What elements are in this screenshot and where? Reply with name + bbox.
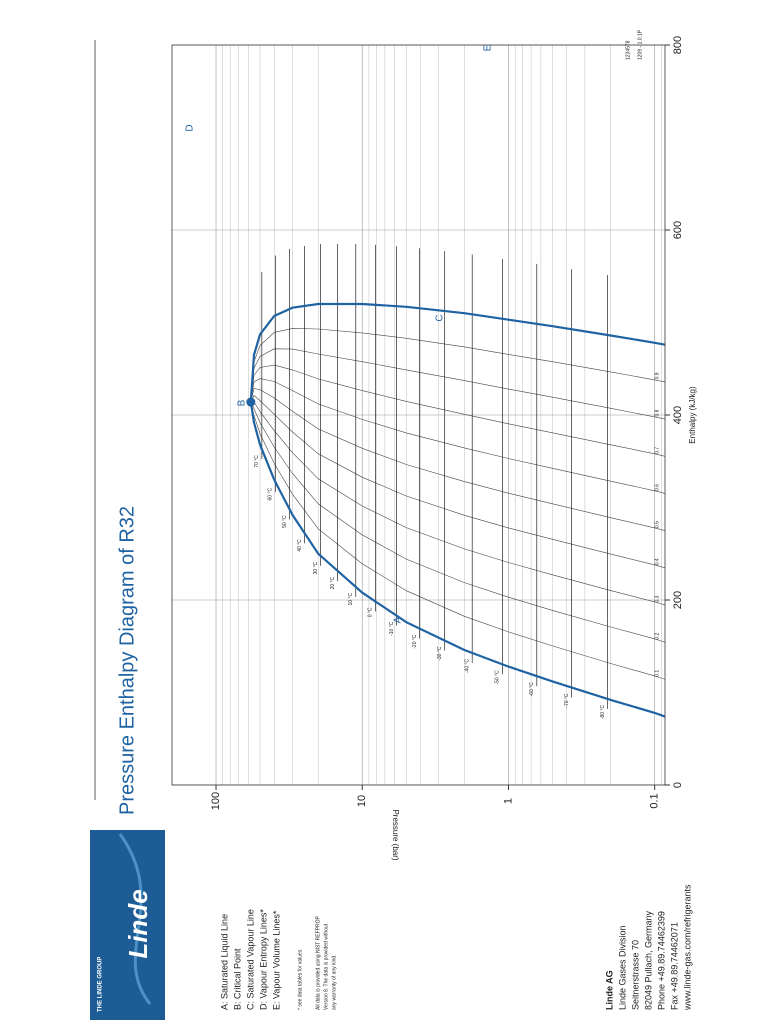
quality-line bbox=[250, 328, 665, 403]
isotherm-label: 20 °C bbox=[330, 576, 336, 589]
isotherm-label: -20 °C bbox=[412, 634, 418, 649]
isotherm-label: -50 °C bbox=[495, 670, 501, 685]
annotation-letter: E bbox=[483, 44, 494, 51]
x-axis-title: Enthalpy (kJ/kg) bbox=[688, 386, 697, 444]
y-tick-label: 0.1 bbox=[649, 793, 661, 808]
isotherm-label: -40 °C bbox=[465, 659, 471, 674]
x-tick-label: 200 bbox=[672, 591, 684, 609]
disclaimer-line: any warranty of any kind. bbox=[331, 954, 337, 1010]
company-line: www.linde-gas.com/refrigerants bbox=[682, 884, 692, 1011]
isotherm-label: -80 °C bbox=[600, 705, 606, 720]
isotherm-label: 50 °C bbox=[282, 515, 288, 528]
quality-line bbox=[250, 401, 665, 606]
isotherm-label: 10 °C bbox=[348, 593, 354, 606]
legend-item: E: Vapour Volume Lines* bbox=[271, 910, 281, 1010]
quality-label: 0.8 bbox=[654, 409, 660, 416]
isotherm-label: 60 °C bbox=[268, 488, 274, 501]
quality-label: 0.6 bbox=[654, 484, 660, 491]
disclaimer-line: All data is provided using NIST REFPROP bbox=[315, 915, 321, 1010]
title: Pressure Enthalpy Diagram of R32 bbox=[116, 506, 138, 815]
company-line: 82049 Pullach, Germany bbox=[643, 910, 653, 1010]
quality-line bbox=[250, 364, 665, 457]
legend-item: B: Critical Point bbox=[232, 948, 242, 1010]
y-tick-label: 1 bbox=[502, 798, 514, 804]
company-line: Fax +49.89.74462071 bbox=[669, 922, 679, 1010]
quality-label: 0.3 bbox=[654, 595, 660, 602]
saturated-vapour-line bbox=[249, 302, 665, 403]
isotherm-label: 0 °C bbox=[368, 607, 374, 617]
isotherm-label: 70 °C bbox=[254, 455, 260, 468]
quality-line bbox=[250, 378, 665, 494]
quality-label: 0.9 bbox=[654, 372, 660, 379]
isotherm-label: -10 °C bbox=[389, 621, 395, 636]
x-tick-label: 0 bbox=[672, 782, 684, 788]
quality-label: 0.1 bbox=[654, 670, 660, 677]
quality-label: 0.5 bbox=[654, 521, 660, 528]
company-line: Phone +49.89.74462399 bbox=[656, 911, 666, 1010]
quality-line bbox=[250, 394, 665, 569]
annotation-letter: C bbox=[435, 314, 446, 321]
logo-brand: Linde bbox=[123, 889, 153, 958]
legend-item: D: Vapour Entropy Lines* bbox=[258, 909, 268, 1010]
isotherm-label: -30 °C bbox=[437, 646, 443, 661]
saturated-liquid-line bbox=[249, 401, 665, 718]
plot bbox=[172, 45, 665, 785]
quality-line bbox=[250, 348, 665, 420]
x-tick-label: 800 bbox=[672, 36, 684, 54]
company-line: Linde Gases Division bbox=[617, 925, 627, 1010]
company-line: Seitnerstrasse 70 bbox=[630, 940, 640, 1010]
y-tick-label: 100 bbox=[210, 792, 222, 810]
quality-line bbox=[250, 388, 665, 531]
isotherm-label: 30 °C bbox=[313, 561, 319, 574]
x-tick-label: 600 bbox=[672, 221, 684, 239]
y-axis-title: Pressure (bar) bbox=[391, 809, 400, 860]
legend-item: A: Saturated Liquid Line bbox=[219, 914, 229, 1010]
quality-label: 0.7 bbox=[654, 447, 660, 454]
critical-point bbox=[246, 397, 256, 407]
legend-item: C: Saturated Vapour Line bbox=[245, 909, 255, 1010]
quality-line bbox=[250, 401, 665, 643]
doc-code: 1234578 bbox=[625, 40, 631, 60]
logo-swoosh bbox=[118, 833, 152, 1005]
plot-frame bbox=[171, 44, 666, 786]
rotated-page: THE LINDE GROUP Linde Pressure Enthalpy … bbox=[90, 29, 697, 1020]
annotation-letter: A bbox=[393, 616, 404, 623]
annotation-letter: B bbox=[237, 399, 248, 406]
logo-group: THE LINDE GROUP bbox=[98, 957, 104, 1012]
y-tick-label: 10 bbox=[356, 795, 368, 807]
isotherm-label: -60 °C bbox=[529, 682, 535, 697]
company-name: Linde AG bbox=[604, 970, 614, 1010]
quality-label: 0.2 bbox=[654, 632, 660, 639]
annotation-letter: D bbox=[185, 124, 196, 131]
footnote: * see data tables for values bbox=[297, 949, 303, 1010]
x-tick-label: 400 bbox=[672, 406, 684, 424]
isotherm-label: 40 °C bbox=[297, 539, 303, 552]
isotherm-label: -70 °C bbox=[564, 693, 570, 708]
quality-label: 0.4 bbox=[654, 558, 660, 565]
logo-box bbox=[90, 830, 165, 1020]
disclaimer-line: Version 8. The data is provided without bbox=[323, 923, 329, 1010]
quality-line bbox=[250, 401, 665, 680]
